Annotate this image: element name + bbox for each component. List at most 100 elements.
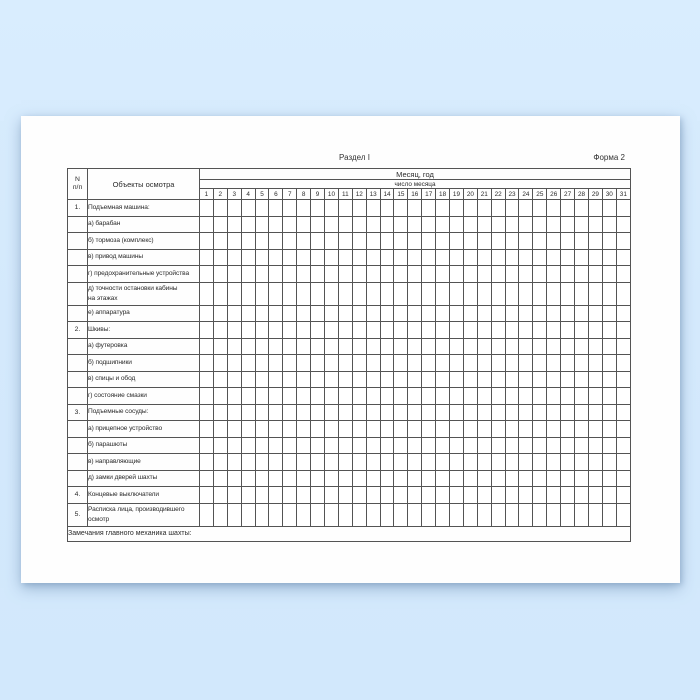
day-cell xyxy=(449,354,464,372)
day-cell xyxy=(574,486,589,504)
day-cell xyxy=(296,486,312,504)
row-label-cell: Концевые выключатели xyxy=(87,486,200,504)
day-cell xyxy=(490,232,506,250)
day-cell xyxy=(587,469,603,487)
day-cell xyxy=(365,304,381,322)
day-cell xyxy=(393,453,409,471)
day-cell xyxy=(310,403,326,421)
day-cell xyxy=(421,453,437,471)
day-number-header: 26 xyxy=(546,188,562,200)
day-cell xyxy=(615,436,632,454)
day-cell xyxy=(518,469,534,487)
day-cell xyxy=(324,436,339,454)
day-cell xyxy=(226,354,242,372)
day-cell xyxy=(199,370,214,388)
day-cell xyxy=(449,453,464,471)
day-number-header: 1 xyxy=(199,188,214,200)
day-cell xyxy=(351,486,367,504)
day-cell xyxy=(296,502,312,527)
day-cell xyxy=(546,215,562,233)
day-cell xyxy=(601,354,617,372)
day-cell xyxy=(546,337,562,355)
day-cell xyxy=(462,436,478,454)
day-cell xyxy=(421,337,437,355)
day-cell xyxy=(254,469,270,487)
day-cell xyxy=(546,321,562,339)
day-cell xyxy=(490,215,506,233)
day-cell xyxy=(324,199,339,217)
row-label-cell: а) прицепное устройство xyxy=(87,420,200,438)
day-cell xyxy=(337,387,353,405)
day-cell xyxy=(449,469,464,487)
day-cell xyxy=(560,502,576,527)
day-cell xyxy=(462,281,478,306)
day-number-header: 6 xyxy=(268,188,284,200)
day-number-header: 20 xyxy=(462,188,478,200)
day-cell xyxy=(435,486,451,504)
day-cell xyxy=(240,469,256,487)
day-cell xyxy=(282,486,298,504)
day-cell xyxy=(518,232,534,250)
row-number-cell xyxy=(67,354,88,372)
day-cell xyxy=(379,304,395,322)
day-cell xyxy=(254,337,270,355)
day-cell xyxy=(393,199,409,217)
day-cell xyxy=(324,304,339,322)
day-cell xyxy=(462,265,478,283)
day-cell xyxy=(212,354,228,372)
day-cell xyxy=(365,469,381,487)
day-cell xyxy=(504,502,520,527)
day-cell xyxy=(393,337,409,355)
day-cell xyxy=(421,321,437,339)
day-cell xyxy=(560,354,576,372)
day-cell xyxy=(490,199,506,217)
day-cell xyxy=(546,199,562,217)
day-cell xyxy=(268,215,284,233)
day-cell xyxy=(226,199,242,217)
day-cell xyxy=(546,281,562,306)
day-cell xyxy=(240,265,256,283)
day-cell xyxy=(296,248,312,266)
row-number-cell xyxy=(67,281,88,306)
day-cell xyxy=(296,281,312,306)
day-cell xyxy=(449,281,464,306)
table-row: г) состояние смазки xyxy=(67,387,632,405)
day-cell xyxy=(324,486,339,504)
table-row: е) аппаратура xyxy=(67,304,632,322)
day-cell xyxy=(296,232,312,250)
day-cell xyxy=(476,321,492,339)
day-cell xyxy=(407,453,423,471)
day-cell xyxy=(212,232,228,250)
day-cell xyxy=(574,215,589,233)
day-cell xyxy=(379,337,395,355)
day-cell xyxy=(379,453,395,471)
day-cell xyxy=(435,248,451,266)
day-cell xyxy=(587,403,603,421)
day-cell xyxy=(601,403,617,421)
day-number-header: 9 xyxy=(310,188,326,200)
day-cell xyxy=(407,281,423,306)
day-number-header: 25 xyxy=(532,188,548,200)
day-number-header: 17 xyxy=(421,188,437,200)
document-paper: Раздел I Форма 2 N п/п Объекты осмотра М… xyxy=(21,116,680,583)
day-cell xyxy=(574,469,589,487)
day-cell xyxy=(296,420,312,438)
day-cell xyxy=(449,502,464,527)
day-cell xyxy=(435,370,451,388)
day-cell xyxy=(337,337,353,355)
day-cell xyxy=(337,321,353,339)
day-cell xyxy=(532,420,548,438)
day-cell xyxy=(337,215,353,233)
day-cell xyxy=(518,436,534,454)
day-cell xyxy=(226,265,242,283)
day-cell xyxy=(435,265,451,283)
day-cell xyxy=(240,453,256,471)
day-cell xyxy=(407,420,423,438)
day-cell xyxy=(574,232,589,250)
day-cell xyxy=(518,215,534,233)
day-cell xyxy=(490,486,506,504)
day-cell xyxy=(518,387,534,405)
day-number-header: 19 xyxy=(449,188,464,200)
day-cell xyxy=(462,321,478,339)
day-cell xyxy=(337,199,353,217)
